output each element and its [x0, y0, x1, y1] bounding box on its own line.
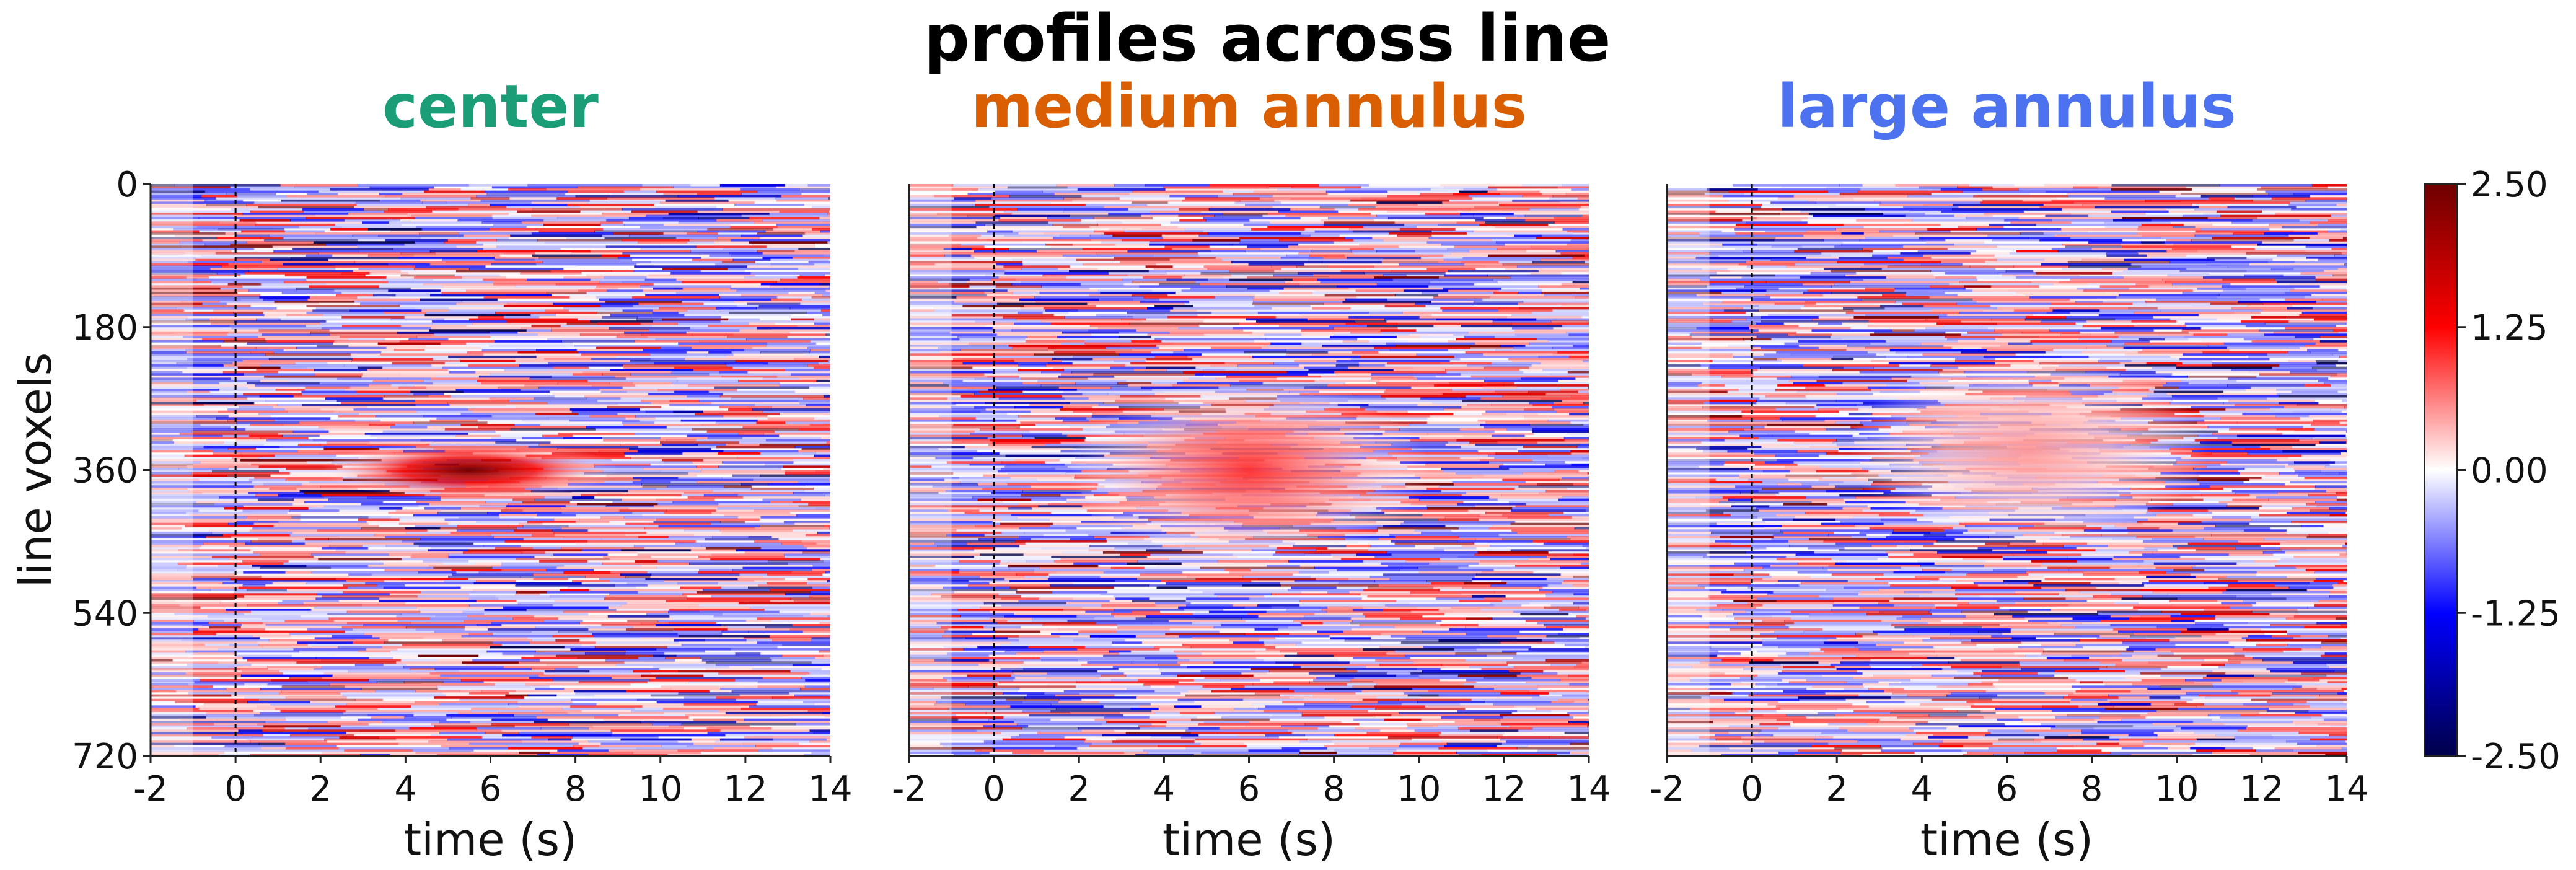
x-tick-label: -2: [133, 769, 168, 809]
x-axis-label: time (s): [1163, 814, 1335, 866]
y-tick-label: 180: [72, 308, 138, 348]
panel-title: large annulus: [1777, 72, 2236, 141]
colorbar-tick-label: 2.50: [2471, 165, 2548, 205]
x-tick-label: 2: [1068, 769, 1090, 809]
x-tick-label: 14: [808, 769, 852, 809]
x-tick-label: 0: [224, 769, 247, 809]
y-tick-label: 720: [72, 737, 138, 777]
y-tick-label: 360: [72, 451, 138, 491]
panel-title: center: [382, 72, 599, 141]
heatmap-panel-1: center -2 0 2 4 6 8 10 12 14 time (s) 0 180 360 540 720…: [9, 72, 853, 866]
y-tick-label: 0: [116, 165, 138, 205]
x-tick-label: 4: [395, 769, 417, 809]
x-tick-label: 2: [309, 769, 332, 809]
response-blob: [1847, 359, 2209, 542]
x-axis-label: time (s): [404, 814, 577, 866]
x-tick-label: 0: [983, 769, 1005, 809]
heatmap-panel-3: large annulus -2 0 2 4 6 8 10 12 14 time (s): [1650, 72, 2369, 866]
response-blob: [1068, 379, 1430, 561]
colorbar: 2.50 1.25 0.00 -1.25 -2.50: [2424, 165, 2561, 777]
y-axis-label: line voxels: [9, 353, 61, 587]
panel-title: medium annulus: [971, 72, 1527, 141]
x-tick-label: 10: [2155, 769, 2199, 809]
x-tick-label: 6: [1996, 769, 2018, 809]
colorbar-tick-label: 1.25: [2471, 308, 2548, 348]
x-tick-label: 12: [2240, 769, 2284, 809]
figure-suptitle: profiles across line: [923, 1, 1611, 76]
heatmap-image: [151, 184, 830, 756]
x-tick-label: 12: [1482, 769, 1526, 809]
x-tick-label: 8: [1323, 769, 1345, 809]
heatmap-panels: center -2 0 2 4 6 8 10 12 14 time (s) 0 180 360 540 720…: [9, 72, 2369, 866]
colorbar-tick-label: -2.50: [2471, 737, 2561, 777]
x-tick-label: 4: [1153, 769, 1176, 809]
x-tick-label: -2: [1650, 769, 1684, 809]
x-tick-label: 8: [2081, 769, 2103, 809]
x-tick-label: 6: [1238, 769, 1260, 809]
x-tick-label: 2: [1826, 769, 1848, 809]
y-tick-label: 540: [72, 594, 138, 634]
x-tick-label: 8: [565, 769, 587, 809]
colorbar-gradient: [2424, 183, 2458, 757]
colorbar-tick-label: 0.00: [2471, 451, 2548, 491]
heatmap-panel-2: medium annulus -2 0 2 4 6 8 10 12 14 time (s): [892, 72, 1611, 866]
heatmap-image: [1667, 184, 2347, 756]
x-tick-label: 14: [2324, 769, 2368, 809]
x-tick-label: -2: [892, 769, 926, 809]
response-blob: [320, 440, 618, 500]
colorbar-tick-label: -1.25: [2471, 594, 2561, 634]
heatmap-image: [909, 184, 1589, 756]
x-tick-label: 10: [638, 769, 682, 809]
x-tick-label: 0: [1741, 769, 1763, 809]
x-tick-label: 12: [723, 769, 767, 809]
x-tick-label: 6: [480, 769, 502, 809]
x-tick-label: 14: [1567, 769, 1611, 809]
x-tick-label: 10: [1397, 769, 1441, 809]
x-tick-label: 4: [1911, 769, 1933, 809]
x-axis-label: time (s): [1920, 814, 2093, 866]
